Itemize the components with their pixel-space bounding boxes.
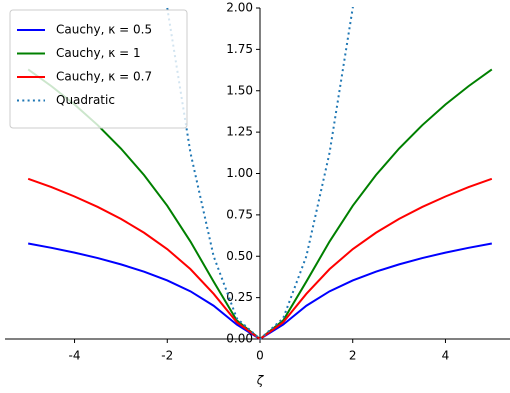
y-tick-label: 1.75 <box>226 42 253 56</box>
y-tick-label: 0.00 <box>226 332 253 346</box>
x-tick-label: -4 <box>69 349 81 363</box>
plot-area <box>27 7 493 341</box>
y-tick-label: 1.00 <box>226 166 253 180</box>
y-tick-label: 1.50 <box>226 83 253 97</box>
x-tick-label: 0 <box>256 349 264 363</box>
x-tick-label: 4 <box>442 349 450 363</box>
x-tick-label: 2 <box>349 349 357 363</box>
x-tick-label: -2 <box>161 349 173 363</box>
legend-label: Cauchy, κ = 1 <box>56 46 141 60</box>
y-tick-label: 0.25 <box>226 290 253 304</box>
legend-label: Cauchy, κ = 0.5 <box>56 23 152 37</box>
y-tick-label: 0.50 <box>226 249 253 263</box>
y-tick-label: 2.00 <box>226 1 253 15</box>
x-axis-label: ζ <box>256 374 265 388</box>
series-line <box>166 7 354 341</box>
y-tick-label: 1.25 <box>226 125 253 139</box>
legend-box <box>9 9 188 129</box>
legend-label: Quadratic <box>56 93 115 107</box>
y-tick-label: 0.75 <box>226 207 253 221</box>
legend-label: Cauchy, κ = 0.7 <box>56 70 152 84</box>
